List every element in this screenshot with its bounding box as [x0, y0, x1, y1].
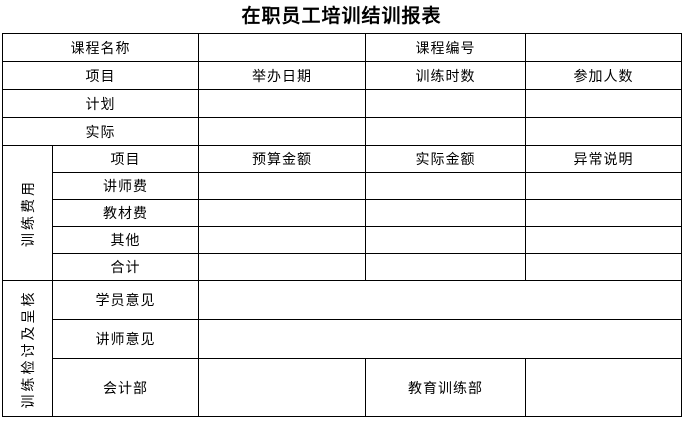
plan-participants-input[interactable]	[525, 89, 682, 118]
actual-label: 实际	[2, 117, 199, 146]
trainee-opinion-label: 学员意见	[52, 280, 199, 320]
accounting-sign-input[interactable]	[198, 358, 366, 417]
actual-date-input[interactable]	[198, 117, 366, 146]
course-code-input[interactable]	[525, 33, 682, 62]
lecturer-fee-actual-input[interactable]	[365, 172, 526, 200]
course-name-input[interactable]	[198, 33, 366, 62]
material-fee-actual-input[interactable]	[365, 199, 526, 227]
total-fee-actual-input[interactable]	[365, 253, 526, 281]
plan-date-input[interactable]	[198, 89, 366, 118]
page-title: 在职员工培训结训报表	[241, 6, 442, 27]
total-fee-label: 合计	[52, 253, 199, 281]
row-actual: 实际	[2, 117, 682, 146]
plan-hours-input[interactable]	[365, 89, 526, 118]
material-fee-budget-input[interactable]	[198, 199, 366, 227]
trainee-opinion-input[interactable]	[198, 280, 682, 320]
course-code-label: 课程编号	[365, 33, 526, 62]
row-lecturer-opinion: 讲师意见	[3, 319, 682, 359]
expense-item-header: 项目	[52, 145, 199, 173]
training-expenses-section-label: 训练费用	[19, 179, 36, 247]
course-name-label: 课程名称	[2, 33, 199, 62]
row-total-fee: 合计	[3, 253, 682, 281]
training-expenses-section-cell: 训练费用	[2, 145, 53, 281]
review-section-cell: 训练检讨及呈核	[2, 280, 53, 417]
other-fee-note-input[interactable]	[525, 226, 682, 254]
total-fee-budget-input[interactable]	[198, 253, 366, 281]
total-fee-note-input[interactable]	[525, 253, 682, 281]
row-schedule-header: 项目 举办日期 训练时数 参加人数	[2, 61, 682, 90]
material-fee-note-input[interactable]	[525, 199, 682, 227]
lecturer-fee-budget-input[interactable]	[198, 172, 366, 200]
row-trainee-opinion: 训练检讨及呈核 学员意见	[2, 280, 682, 417]
review-section-label: 训练检讨及呈核	[19, 289, 36, 408]
other-fee-budget-input[interactable]	[198, 226, 366, 254]
row-course: 课程名称 课程编号	[2, 33, 682, 62]
budget-amount-header: 预算金额	[198, 145, 366, 173]
lecturer-opinion-label: 讲师意见	[52, 319, 199, 359]
held-date-header: 举办日期	[198, 61, 366, 90]
schedule-item-header: 项目	[2, 61, 199, 90]
other-fee-label: 其他	[52, 226, 199, 254]
education-training-sign-input[interactable]	[525, 358, 682, 417]
education-training-dept-label: 教育训练部	[365, 358, 526, 417]
lecturer-fee-label: 讲师费	[52, 172, 199, 200]
lecturer-opinion-input[interactable]	[198, 319, 682, 359]
actual-participants-input[interactable]	[525, 117, 682, 146]
material-fee-label: 教材费	[52, 199, 199, 227]
row-plan: 计划	[2, 89, 682, 118]
row-lecturer-fee: 讲师费	[3, 172, 682, 200]
report-table: 课程名称 课程编号 项目 举办日期 训练时数 参加人数 计划 实际	[2, 33, 682, 417]
other-fee-actual-input[interactable]	[365, 226, 526, 254]
row-expense-header: 训练费用 项目 预算金额 实际金额 异常说明	[2, 145, 682, 281]
participants-header: 参加人数	[525, 61, 682, 90]
training-hours-header: 训练时数	[365, 61, 526, 90]
actual-amount-header: 实际金额	[365, 145, 526, 173]
lecturer-fee-note-input[interactable]	[525, 172, 682, 200]
accounting-dept-label: 会计部	[52, 358, 199, 417]
row-signoff: 会计部 教育训练部	[3, 358, 682, 417]
row-other-fee: 其他	[3, 226, 682, 254]
row-material-fee: 教材费	[3, 199, 682, 227]
actual-hours-input[interactable]	[365, 117, 526, 146]
abnormal-note-header: 异常说明	[525, 145, 682, 173]
plan-label: 计划	[2, 89, 199, 118]
